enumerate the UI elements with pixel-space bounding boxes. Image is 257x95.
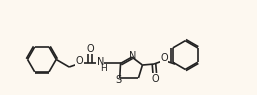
Text: H: H [100,64,107,73]
Text: O: O [86,44,94,54]
Text: O: O [76,56,83,66]
Text: N: N [97,57,104,67]
Text: S: S [115,75,121,85]
Text: O: O [160,53,168,63]
Text: N: N [129,51,136,61]
Text: O: O [152,74,160,84]
